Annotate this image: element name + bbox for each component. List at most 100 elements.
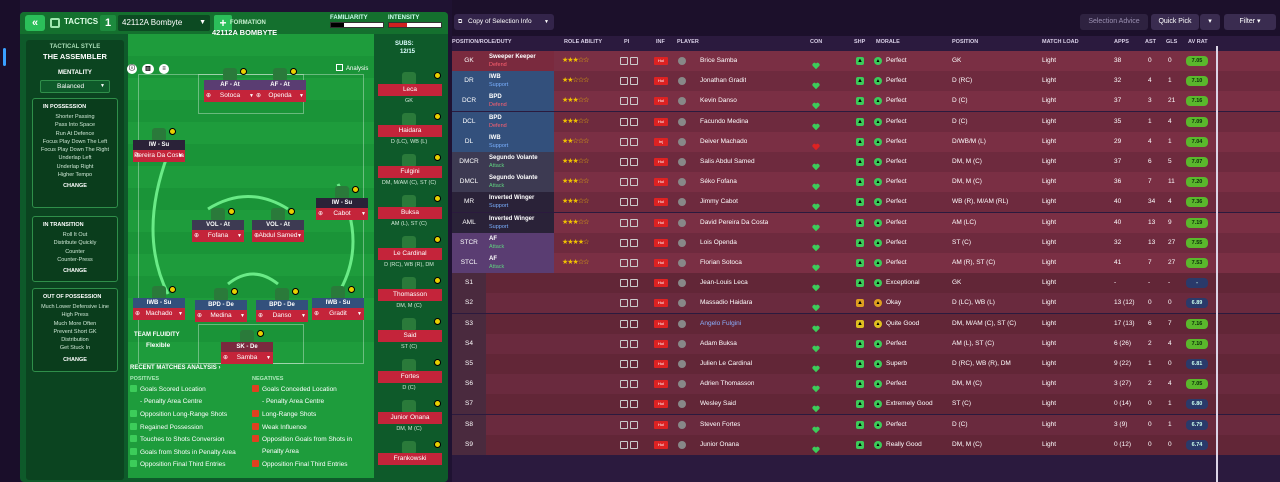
player-role[interactable]: VOL - At <box>252 220 304 230</box>
table-row[interactable]: S5 Hol Julien Le Cardinal ▲ ▲ Superb D (RC), W… <box>452 354 1280 374</box>
table-row[interactable]: AML Inverted Winger Support ★★★☆☆ Hol David P… <box>452 212 1280 233</box>
sub-player[interactable]: Leca GK <box>374 72 444 112</box>
player-role[interactable]: IWB - Su <box>133 298 185 308</box>
player-name[interactable]: Jimmy Cabot <box>700 198 738 206</box>
instruction-arrow-icon[interactable] <box>169 286 176 293</box>
header-position-list[interactable]: POSITION <box>952 39 979 45</box>
role-duty[interactable]: IWB Support <box>486 131 554 152</box>
pi-icon[interactable] <box>630 218 638 227</box>
in-possession-change-button[interactable]: CHANGE <box>63 183 87 190</box>
pi-icon[interactable] <box>630 117 638 126</box>
table-row[interactable]: DMCL Segundo Volante Attack ★★★☆☆ Hol Séko Fo… <box>452 172 1280 193</box>
instruction-arrow-icon[interactable] <box>434 154 441 161</box>
player-role[interactable]: IW - Su <box>133 140 185 150</box>
sub-player[interactable]: Fortes D (C) <box>374 359 444 399</box>
player-name[interactable]: Jean-Louis Leca <box>700 279 748 287</box>
tactical-style-value[interactable]: THE ASSEMBLER <box>43 52 107 61</box>
player-name[interactable]: Angelo Fulgini <box>700 319 742 327</box>
player-name[interactable]: Wesley Said <box>700 400 737 408</box>
pi-icon[interactable] <box>630 299 638 308</box>
familiarity-bar[interactable] <box>330 22 384 28</box>
pitch-player[interactable]: AF - At ⊕ Sotoca ▼ <box>204 80 256 102</box>
pitch-player[interactable]: IW - Su ⊕ Pereira Da Costa ▼ <box>133 140 185 162</box>
role-duty[interactable]: BPD Defend <box>486 111 554 132</box>
sub-name[interactable]: Fulgini <box>378 166 442 178</box>
instruction-arrow-icon[interactable] <box>290 68 297 75</box>
header-player[interactable]: PLAYER <box>677 39 699 45</box>
player-name[interactable]: Séko Fofana <box>700 178 737 186</box>
position-slot[interactable]: S3 <box>452 313 486 334</box>
header-pi[interactable]: PI <box>624 39 630 45</box>
role-duty[interactable]: AF Attack <box>486 253 554 273</box>
pi-icon[interactable] <box>620 360 628 368</box>
instruction-arrow-icon[interactable] <box>434 72 441 79</box>
instruction-arrow-icon[interactable] <box>434 400 441 407</box>
sub-player[interactable]: Buksa AM (L), ST (C) <box>374 195 444 235</box>
pi-icon[interactable] <box>630 279 638 288</box>
instruction-arrow-icon[interactable] <box>434 113 441 120</box>
pitch-player[interactable]: BPD - De ⊕ Medina ▼ <box>195 300 247 322</box>
player-name[interactable]: ⊕ Cabot ▼ <box>316 208 368 220</box>
instruction-arrow-icon[interactable] <box>434 236 441 243</box>
player-name[interactable]: Steven Fortes <box>700 420 741 428</box>
sub-name[interactable]: Le Cardinal <box>378 248 442 260</box>
pi-icon[interactable] <box>620 77 628 86</box>
position-slot[interactable]: DR <box>452 71 486 92</box>
player-name[interactable]: ⊕ Abdul Samed ▼ <box>252 230 304 242</box>
player-name[interactable]: Deiver Machado <box>700 137 748 145</box>
instruction-arrow-icon[interactable] <box>434 195 441 202</box>
pi-icon[interactable] <box>630 259 638 267</box>
mentality-select[interactable]: Balanced ▼ <box>40 80 110 93</box>
sub-player[interactable]: Le Cardinal D (RC), WB (R), DM <box>374 236 444 276</box>
pitch-player[interactable]: IWB - Su ⊕ Machado ▼ <box>133 298 185 320</box>
player-role[interactable]: AF - At <box>254 80 306 90</box>
position-slot[interactable]: AML <box>452 212 486 233</box>
table-row[interactable]: S2 Hol Massadio Haidara ▲ ▲ Okay D (LC), WB (L… <box>452 293 1280 314</box>
pi-icon[interactable] <box>620 299 628 308</box>
pi-icon[interactable] <box>620 420 628 429</box>
table-row[interactable]: S6 Hol Adrien Thomasson ▲ ▲ Perfect DM, M (C) L… <box>452 374 1280 395</box>
player-role[interactable]: SK - De <box>221 342 273 352</box>
player-name[interactable]: ⊕ Medina ▼ <box>195 310 247 322</box>
position-slot[interactable]: DCL <box>452 111 486 132</box>
player-name[interactable]: ⊕ Fofana ▼ <box>192 230 244 242</box>
role-duty[interactable]: Inverted Winger Support <box>486 212 554 233</box>
table-row[interactable]: S8 Hol Steven Fortes ▲ ▲ Perfect D (C) Light 3 (… <box>452 414 1280 435</box>
instruction-arrow-icon[interactable] <box>348 286 355 293</box>
pi-icon[interactable] <box>620 117 628 126</box>
table-row[interactable]: S1 Hol Jean-Louis Leca ▲ ▲ Exceptional GK Light… <box>452 273 1280 294</box>
tactic-slot-number[interactable]: 1 <box>100 15 116 31</box>
player-name[interactable]: Adam Buksa <box>700 339 737 347</box>
pi-icon[interactable] <box>620 198 628 207</box>
instruction-arrow-icon[interactable] <box>257 330 264 337</box>
position-slot[interactable]: S4 <box>452 333 486 354</box>
header-av-rat[interactable]: AV RAT <box>1188 39 1208 45</box>
player-role[interactable]: AF - At <box>204 80 256 90</box>
sub-player[interactable]: Thomasson DM, M (C) <box>374 277 444 317</box>
player-name[interactable]: Brice Samba <box>700 57 738 64</box>
instruction-arrow-icon[interactable] <box>231 288 238 295</box>
player-role[interactable]: IW - Su <box>316 198 368 208</box>
pi-icon[interactable] <box>630 339 638 348</box>
sub-name[interactable]: Junior Onana <box>378 412 442 424</box>
pi-icon[interactable] <box>630 360 638 368</box>
player-name[interactable]: Kevin Danso <box>700 97 737 105</box>
role-duty[interactable]: BPD Defend <box>486 91 554 112</box>
header-con[interactable]: CON <box>810 39 823 45</box>
player-name[interactable]: ⊕ Sotoca ▼ <box>204 90 256 102</box>
pi-icon[interactable] <box>630 137 638 146</box>
pi-icon[interactable] <box>620 380 628 389</box>
pi-icon[interactable] <box>620 319 628 328</box>
sub-name[interactable]: Leca <box>378 84 442 96</box>
player-name[interactable]: Massadio Haidara <box>700 299 753 307</box>
header-gls[interactable]: GLS <box>1166 39 1178 45</box>
position-slot[interactable]: STCL <box>452 253 486 273</box>
instruction-arrow-icon[interactable] <box>434 318 441 325</box>
role-duty[interactable]: Segundo Volante Attack <box>486 152 554 172</box>
pi-icon[interactable] <box>620 178 628 187</box>
instruction-arrow-icon[interactable] <box>434 277 441 284</box>
pi-icon[interactable] <box>630 440 638 449</box>
role-duty[interactable]: Inverted Winger Support <box>486 192 554 213</box>
player-name[interactable]: ⊕ Pereira Da Costa ▼ <box>133 150 185 162</box>
pi-icon[interactable] <box>630 97 638 106</box>
